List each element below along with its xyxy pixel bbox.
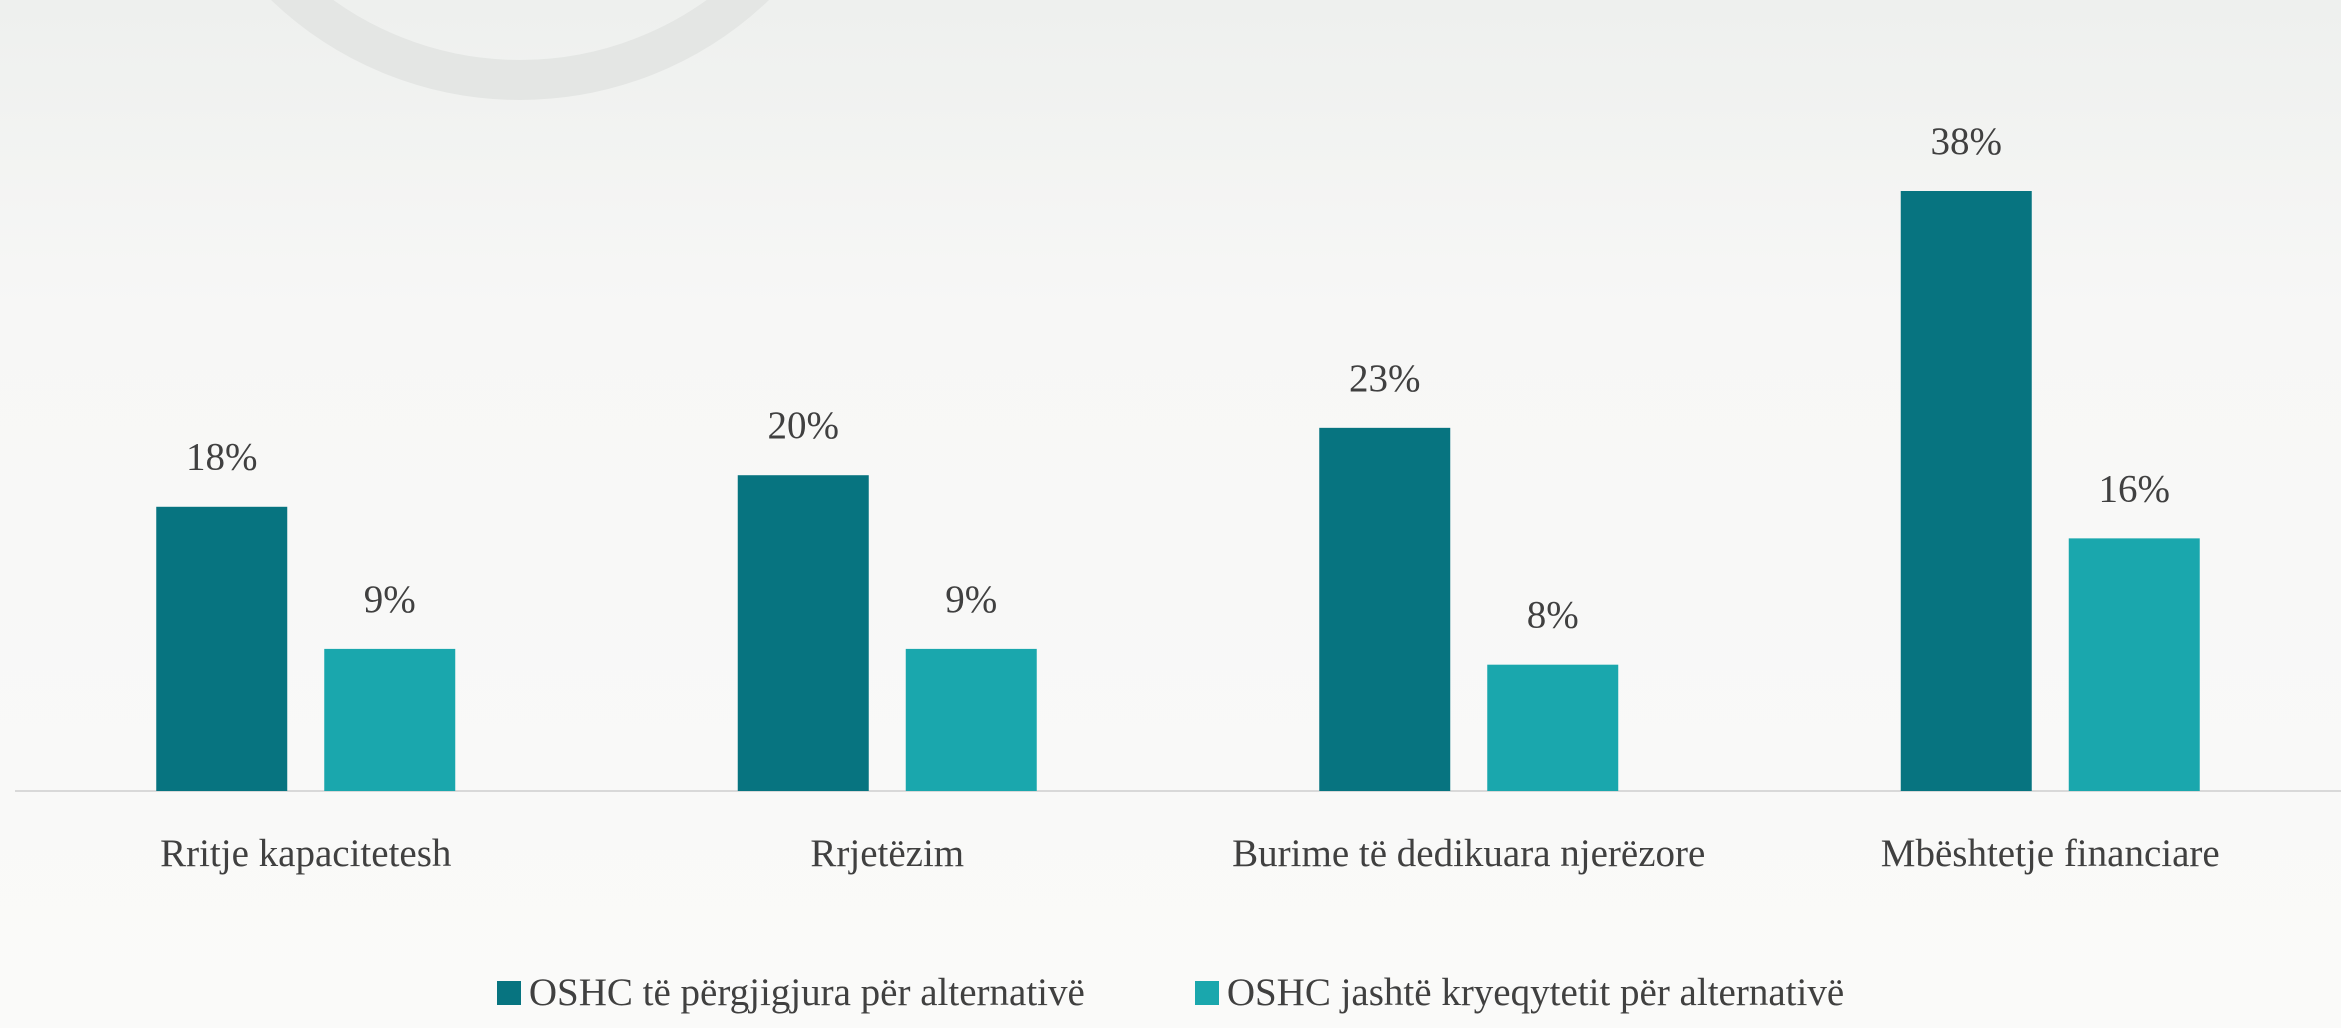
bar xyxy=(1319,428,1450,791)
bar xyxy=(906,649,1037,791)
data-label: 16% xyxy=(2099,467,2171,510)
bar xyxy=(156,507,287,791)
data-label: 9% xyxy=(945,578,997,621)
bar xyxy=(2069,538,2200,791)
decoration xyxy=(180,0,860,80)
data-label: 20% xyxy=(768,404,840,447)
data-label: 38% xyxy=(1931,120,2003,163)
legend-item: OSHC jashtë kryeqytetit për alternativë xyxy=(1195,970,1844,1015)
bar xyxy=(1901,191,2032,791)
x-tick-label: Rrjetëzim xyxy=(647,828,1127,879)
data-label: 23% xyxy=(1349,357,1421,400)
data-label: 9% xyxy=(364,578,416,621)
legend-label: OSHC të përgjigjura për alternativë xyxy=(529,970,1085,1015)
legend-label: OSHC jashtë kryeqytetit për alternativë xyxy=(1227,970,1844,1015)
data-label: 8% xyxy=(1527,594,1579,637)
bar xyxy=(738,475,869,791)
legend-swatch xyxy=(497,981,521,1005)
x-tick-label: Rritje kapacitetesh xyxy=(66,828,546,879)
bar xyxy=(1487,665,1618,791)
legend-swatch xyxy=(1195,981,1219,1005)
chart-page: 18% 9% 20% 9% 23% 8% 38% 16% OSHC të përgjigjur… xyxy=(0,0,2341,1028)
x-tick-label: Mbështetje financiare xyxy=(1810,828,2290,879)
bar xyxy=(324,649,455,791)
data-label: 18% xyxy=(186,436,258,479)
legend: OSHC të përgjigjura për alternativë OSHC … xyxy=(0,970,2341,1015)
legend-item: OSHC të përgjigjura për alternativë xyxy=(497,970,1085,1015)
x-tick-label: Burime të dedikuara njerëzore xyxy=(1229,828,1709,879)
